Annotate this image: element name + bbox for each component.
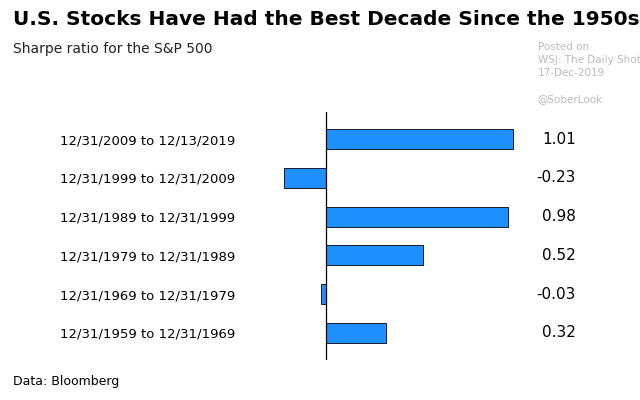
Bar xyxy=(326,206,508,227)
Text: 17-Dec-2019: 17-Dec-2019 xyxy=(538,68,605,78)
Text: -0.23: -0.23 xyxy=(536,170,576,185)
Bar xyxy=(326,245,422,266)
Text: 0.52: 0.52 xyxy=(542,248,576,263)
Text: 1.01: 1.01 xyxy=(542,132,576,147)
Bar xyxy=(326,323,385,343)
Text: @SoberLook: @SoberLook xyxy=(538,94,603,104)
Text: Data: Bloomberg: Data: Bloomberg xyxy=(13,375,119,388)
Bar xyxy=(321,284,326,304)
Text: -0.03: -0.03 xyxy=(536,287,576,302)
Text: Sharpe ratio for the S&P 500: Sharpe ratio for the S&P 500 xyxy=(13,42,212,56)
Text: WSJ: The Daily Shot: WSJ: The Daily Shot xyxy=(538,55,640,65)
Text: 0.98: 0.98 xyxy=(542,209,576,224)
Text: U.S. Stocks Have Had the Best Decade Since the 1950s: U.S. Stocks Have Had the Best Decade Sin… xyxy=(13,10,639,29)
Bar xyxy=(284,168,326,188)
Text: Posted on: Posted on xyxy=(538,42,589,52)
Text: 0.32: 0.32 xyxy=(542,325,576,340)
Bar xyxy=(326,129,513,149)
